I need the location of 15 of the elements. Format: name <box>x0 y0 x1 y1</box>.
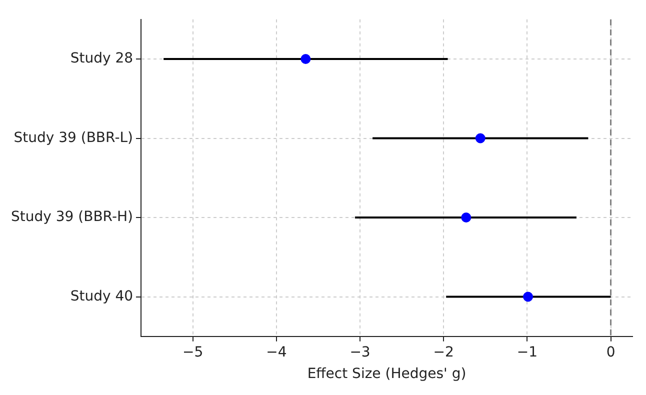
point <box>461 212 472 223</box>
point <box>300 54 311 64</box>
x-tick-label: −1 <box>516 344 538 360</box>
point <box>475 133 486 144</box>
y-tick-label: Study 39 (BBR-L) <box>14 130 134 146</box>
x-axis-title: Effect Size (Hedges' g) <box>307 366 466 382</box>
y-tick-label: Study 28 <box>70 50 134 67</box>
y-tick-label: Study 40 <box>70 288 134 304</box>
y-tick-label: Study 39 (BBR-H) <box>10 209 134 226</box>
x-tick-label: −2 <box>433 344 454 360</box>
point <box>523 292 534 302</box>
x-tick-label: −3 <box>350 344 370 360</box>
x-tick-label: 0 <box>606 344 616 360</box>
x-tick-label: −4 <box>266 344 287 360</box>
x-tick-label: −5 <box>182 344 204 360</box>
